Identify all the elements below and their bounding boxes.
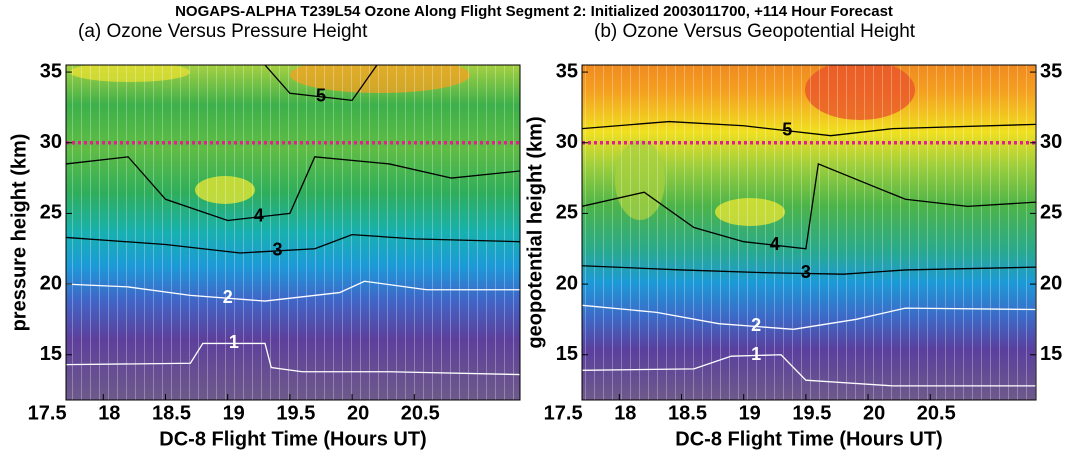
contour-line	[66, 233, 520, 254]
x-tick-label: 19	[739, 402, 761, 424]
contour-line	[66, 280, 520, 302]
contour-label: 4	[254, 206, 264, 226]
contour-label: 1	[751, 344, 761, 364]
y-tick-label: 25	[556, 202, 578, 224]
plot-area: 1 2 3 4 5	[582, 65, 1036, 400]
y-tick-label: 25	[40, 202, 62, 224]
contour-label: 1	[229, 332, 239, 352]
x-tick-label: 19.5	[276, 402, 315, 424]
x-tick-label: 20	[863, 402, 885, 424]
x-tick-label: 19.5	[792, 402, 831, 424]
plot-area: 1 2 34 5	[66, 65, 520, 400]
y2-tick-label: 30	[1040, 131, 1062, 153]
x-tick-label: 18.5	[152, 402, 191, 424]
y2-tick-label: 15	[1040, 343, 1062, 365]
contour-line	[582, 163, 1036, 250]
y-tick-label: 20	[556, 272, 578, 294]
x-axis-title: DC-8 Flight Time (Hours UT)	[675, 428, 942, 450]
x-tick-label: 20.5	[401, 402, 440, 424]
plot-frame	[65, 64, 521, 401]
y-tick-label: 30	[40, 131, 62, 153]
contour-label: 3	[272, 240, 282, 260]
x-tick-label: 19	[223, 402, 245, 424]
y2-tick-label: 20	[1040, 272, 1062, 294]
contour-line	[264, 65, 378, 102]
y-tick-label: 15	[40, 343, 62, 365]
y-axis-title: pressure height (km)	[8, 134, 30, 332]
contour-label: 5	[782, 119, 792, 139]
y-tick-label: 15	[556, 343, 578, 365]
x-tick-label: 20	[347, 402, 369, 424]
x-tick-label: 18	[98, 402, 120, 424]
panel-title: (b) Ozone Versus Geopotential Height	[594, 21, 916, 42]
x-tick-label: 17.5	[544, 402, 583, 424]
figure-title: NOGAPS-ALPHA T239L54 Ozone Along Flight …	[175, 3, 893, 20]
contour-line	[582, 304, 1036, 330]
plot-frame	[581, 64, 1037, 401]
x-tick-label: 18.5	[668, 402, 707, 424]
y-tick-label: 35	[40, 60, 62, 82]
x-tick-label: 17.5	[28, 402, 67, 424]
x-axis-title: DC-8 Flight Time (Hours UT)	[159, 428, 426, 450]
contour-line	[582, 120, 1036, 137]
contour-label: 3	[801, 262, 811, 282]
y2-tick-label: 35	[1040, 60, 1062, 82]
data-streaks	[582, 65, 1036, 400]
contour-line	[66, 342, 520, 376]
data-streaks	[66, 65, 520, 400]
contour-line	[582, 265, 1036, 275]
contour-line	[582, 354, 1036, 387]
y2-tick-label: 25	[1040, 202, 1062, 224]
contour-label: 2	[751, 315, 761, 335]
y-tick-label: 30	[556, 131, 578, 153]
y-axis-title: geopotential height (km)	[524, 116, 546, 348]
x-tick-label: 18	[614, 402, 636, 424]
x-tick-label: 20.5	[917, 402, 956, 424]
y-tick-label: 20	[40, 272, 62, 294]
contour-label: 4	[770, 234, 780, 254]
y-tick-label: 35	[556, 60, 578, 82]
panel-title: (a) Ozone Versus Pressure Height	[78, 21, 368, 42]
contour-label: 2	[223, 287, 233, 307]
contour-line	[66, 156, 520, 222]
contour-label: 5	[316, 86, 326, 106]
